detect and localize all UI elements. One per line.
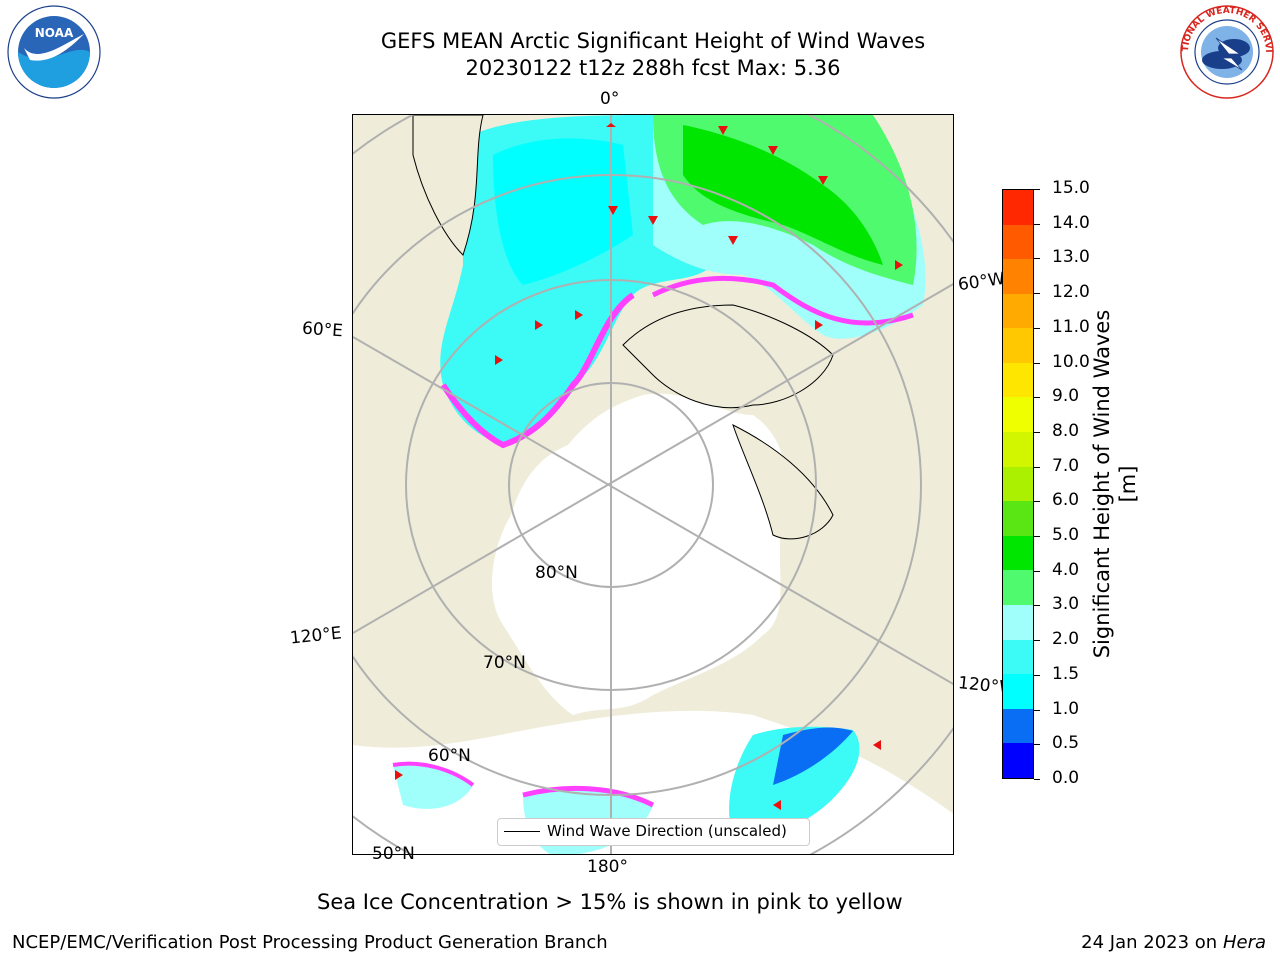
colorbar-tick-mark <box>1034 397 1040 399</box>
noaa-logo: NOAA <box>4 4 104 100</box>
colorbar-tick-label: 5.0 <box>1052 525 1080 546</box>
colorbar-segment <box>1003 708 1033 744</box>
colorbar-tick-label: 1.5 <box>1052 663 1080 684</box>
lat-label-80n: 80°N <box>535 563 578 583</box>
colorbar-tick-label: 6.0 <box>1052 490 1080 511</box>
colorbar-tick-mark <box>1034 640 1040 642</box>
wave-direction-arrows <box>395 123 903 810</box>
colorbar-segment <box>1003 397 1033 433</box>
colorbar-segment <box>1003 293 1033 329</box>
sea-ice-note: Sea Ice Concentration > 15% is shown in … <box>317 890 903 914</box>
ice-edge-barents <box>440 292 635 449</box>
lon-label-120e: 120°E <box>289 623 343 649</box>
lat-label-70n: 70°N <box>483 653 526 673</box>
lat-label-60n: 60°N <box>428 746 471 766</box>
colorbar-tick-label: 13.0 <box>1052 247 1090 268</box>
ice-edge-greenland <box>651 275 914 326</box>
colorbar-tick-mark <box>1034 466 1040 468</box>
colorbar-segment <box>1003 535 1033 571</box>
colorbar-segment <box>1003 189 1033 225</box>
colorbar-tick-label: 4.0 <box>1052 559 1080 580</box>
legend-label: Wind Wave Direction (unscaled) <box>547 822 787 840</box>
colorbar-tick-label: 7.0 <box>1052 455 1080 476</box>
ice-edge-japan <box>392 761 475 787</box>
colorbar-segment <box>1003 466 1033 502</box>
colorbar-tick-mark <box>1034 293 1040 295</box>
colorbar-segment <box>1003 743 1033 778</box>
colorbar-tick-label: 3.0 <box>1052 594 1080 615</box>
scandinavia-land <box>412 115 484 256</box>
footer-right: 24 Jan 2023 on Hera <box>1081 932 1266 953</box>
noaa-logo-text: NOAA <box>35 26 74 40</box>
lat-label-50n: 50°N <box>372 844 415 864</box>
colorbar-tick-label: 2.0 <box>1052 629 1080 650</box>
colorbar-tick-label: 11.0 <box>1052 316 1090 337</box>
map-canvas <box>353 115 953 854</box>
lon-label-0: 0° <box>600 89 620 109</box>
colorbar-tick-mark <box>1034 501 1040 503</box>
colorbar-tick-mark <box>1034 327 1040 329</box>
colorbar-segment <box>1003 328 1033 363</box>
colorbar-tick-label: 12.0 <box>1052 282 1090 303</box>
wave-field-max-core <box>683 125 883 265</box>
colorbar-tick-mark <box>1034 258 1040 260</box>
colorbar-segment <box>1003 259 1033 294</box>
colorbar-tick-label: 10.0 <box>1052 351 1090 372</box>
colorbar-segment <box>1003 501 1033 536</box>
wave-field-gulf-alaska <box>773 727 853 785</box>
colorbar-tick-mark <box>1034 674 1040 676</box>
colorbar-segment <box>1003 570 1033 606</box>
colorbar-tick-mark <box>1034 570 1040 572</box>
colorbar-tick-label: 0.0 <box>1052 768 1080 788</box>
colorbar-tick-mark <box>1034 189 1040 190</box>
colorbar-tick-mark <box>1034 605 1040 607</box>
colorbar-tick-label: 15.0 <box>1052 178 1090 198</box>
colorbar-segment <box>1003 674 1033 709</box>
chart-title-line2: 20230122 t12z 288h fcst Max: 5.36 <box>465 56 841 80</box>
lon-label-180: 180° <box>587 857 628 877</box>
colorbar-segment <box>1003 362 1033 398</box>
footer-host: Hera <box>1222 932 1266 953</box>
nws-logo: NATIONAL WEATHER SERVICE <box>1174 0 1276 100</box>
chart-title-line1: GEFS MEAN Arctic Significant Height of W… <box>380 29 926 53</box>
colorbar-tick-mark <box>1034 709 1040 711</box>
colorbar-tick-mark <box>1034 779 1040 780</box>
graticule <box>353 115 953 854</box>
map-legend: Wind Wave Direction (unscaled) <box>497 818 810 846</box>
footer-date: 24 Jan 2023 on <box>1081 932 1223 953</box>
colorbar-tick-label: 9.0 <box>1052 386 1080 407</box>
colorbar-segment <box>1003 605 1033 640</box>
colorbar-tick-mark <box>1034 362 1040 364</box>
colorbar-label: Significant Height of Wind Waves [m] <box>1090 309 1140 659</box>
colorbar-tick-label: 0.5 <box>1052 733 1080 754</box>
arctic-map: Wind Wave Direction (unscaled) <box>352 114 954 855</box>
ice-edge-okhotsk <box>522 785 655 808</box>
legend-line-swatch <box>504 831 540 832</box>
lon-label-60e: 60°E <box>301 318 344 342</box>
colorbar-tick-label: 1.0 <box>1052 698 1080 719</box>
colorbar-segment <box>1003 639 1033 675</box>
colorbar <box>1002 189 1034 779</box>
colorbar-tick-label: 14.0 <box>1052 212 1090 233</box>
colorbar-tick-mark <box>1034 744 1040 746</box>
lon-label-60w: 60°W <box>956 268 1007 296</box>
colorbar-tick-mark <box>1034 431 1040 433</box>
colorbar-segment <box>1003 432 1033 467</box>
colorbar-tick-mark <box>1034 223 1040 225</box>
colorbar-segment <box>1003 224 1033 260</box>
colorbar-tick-label: 8.0 <box>1052 420 1080 441</box>
footer-left: NCEP/EMC/Verification Post Processing Pr… <box>12 932 608 953</box>
colorbar-tick-mark <box>1034 536 1040 538</box>
